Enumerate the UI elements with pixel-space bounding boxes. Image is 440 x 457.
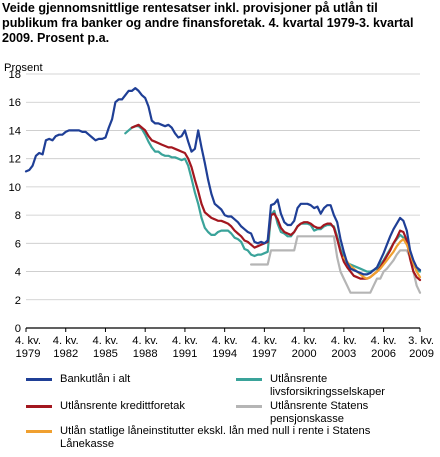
x-tick-label: 1988 xyxy=(133,348,158,360)
legend-label: Utlån statlige låneinstitutter ekskl. lå… xyxy=(60,425,371,450)
x-tick-label: 2003 xyxy=(331,348,356,360)
legend-label: Utlånsrente Statens pensjonskasse xyxy=(270,400,369,425)
x-tick-label: 4. kv. xyxy=(132,335,158,347)
y-tick-label: 6 xyxy=(15,238,21,250)
x-tick-label: 3. kv. xyxy=(408,335,434,347)
series-line xyxy=(250,235,422,294)
legend-label: Utlånsrente kredittforetak xyxy=(60,400,185,412)
y-tick-label: 8 xyxy=(15,210,21,222)
x-tick-label: 1979 xyxy=(16,348,41,360)
x-tick-label: 2009 xyxy=(409,348,434,360)
x-tick-label: 2006 xyxy=(371,348,396,360)
legend-label: Utlånsrente livsforsikringsselskaper xyxy=(270,373,386,398)
chart-title: Veide gjennomsnittlige rentesatser inkl.… xyxy=(2,1,414,45)
legend-swatch xyxy=(26,430,52,433)
y-tick-label: 0 xyxy=(15,323,21,335)
x-tick-label: 1985 xyxy=(93,348,118,360)
y-axis-label: Prosent xyxy=(4,62,43,74)
x-tick-label: 4. kv. xyxy=(53,335,79,347)
y-tick-label: 16 xyxy=(9,97,21,109)
legend-label: Bankutlån i alt xyxy=(60,373,131,385)
x-tick-label: 1994 xyxy=(212,348,237,360)
x-tick-label: 4. kv. xyxy=(15,335,41,347)
legend-swatch xyxy=(236,378,262,381)
x-tick-label: 4. kv. xyxy=(291,335,317,347)
y-tick-label: 2 xyxy=(15,295,21,307)
y-tick-labels: 0 2 4 6 8 10 12 14 16 18 xyxy=(9,69,21,335)
grid-lines xyxy=(26,73,420,329)
x-tick-label: 4. kv. xyxy=(331,335,357,347)
x-tick-label: 1991 xyxy=(172,348,197,360)
legend-swatch xyxy=(236,405,262,408)
y-tick-label: 4 xyxy=(15,267,21,279)
x-tick-label: 1997 xyxy=(252,348,277,360)
y-tick-label: 12 xyxy=(9,154,21,166)
y-tick-label: 18 xyxy=(9,69,21,81)
series-line xyxy=(24,87,422,276)
x-tick-label: 1982 xyxy=(53,348,78,360)
series-lines xyxy=(24,87,422,294)
x-tick-label: 4. kv. xyxy=(172,335,198,347)
x-tick-label: 4. kv. xyxy=(251,335,277,347)
y-tick-label: 14 xyxy=(9,125,21,137)
x-tick-label: 4. kv. xyxy=(371,335,397,347)
legend-swatch xyxy=(26,405,52,408)
x-tick-label: 2000 xyxy=(292,348,317,360)
y-tick-label: 10 xyxy=(9,182,21,194)
legend-swatch xyxy=(26,378,52,381)
x-tick-label: 4. kv. xyxy=(212,335,238,347)
x-tick-label: 4. kv. xyxy=(93,335,119,347)
